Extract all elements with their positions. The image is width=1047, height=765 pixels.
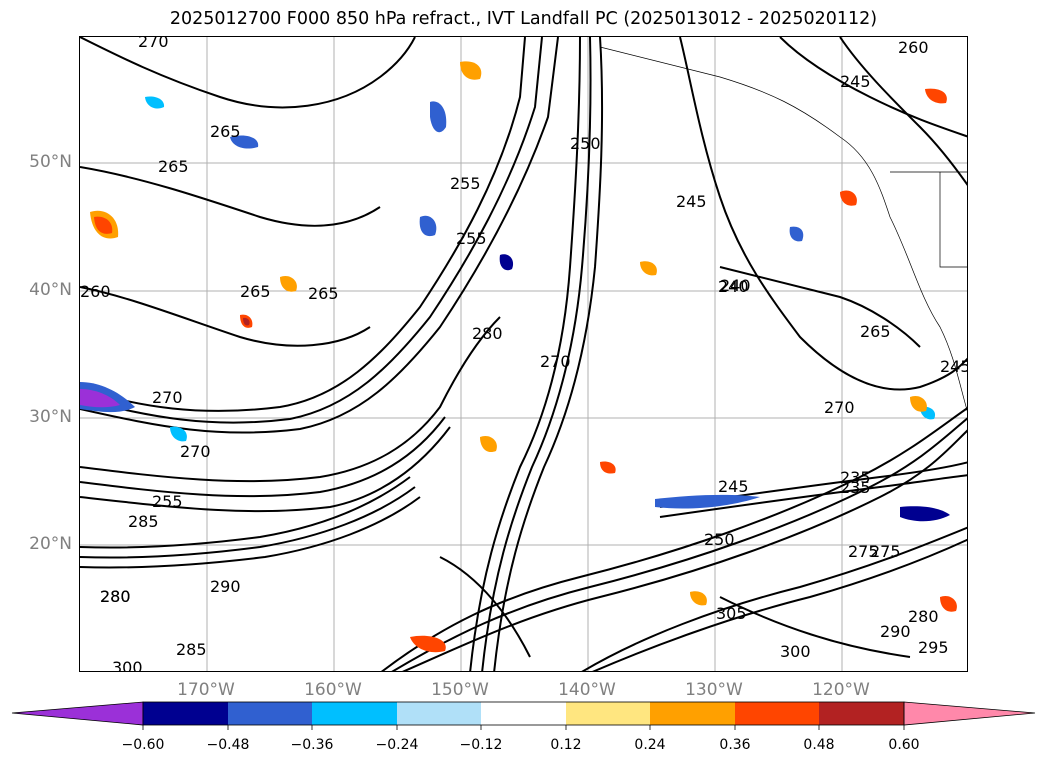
contour-label: 280 bbox=[100, 587, 131, 606]
contour-label: 235 bbox=[840, 468, 871, 487]
colorbar-extend-high bbox=[903, 701, 1036, 726]
lat-label-50n: 50°N bbox=[29, 152, 72, 172]
contour-label: 260 bbox=[898, 38, 929, 57]
colorbar-tick-label: 0.60 bbox=[888, 737, 920, 753]
colorbar-segment bbox=[819, 702, 904, 725]
lon-label-170w: 170°W bbox=[177, 680, 235, 700]
contour-label: 275 bbox=[870, 542, 901, 561]
contour-label: 305 bbox=[716, 604, 747, 623]
colorbar-tick-label: −0.24 bbox=[375, 737, 419, 753]
lon-label-120w: 120°W bbox=[812, 680, 870, 700]
contour-label: 240 bbox=[718, 277, 749, 296]
colorbar bbox=[11, 701, 1036, 730]
colorbar-segment bbox=[143, 702, 228, 725]
contour-label: 270 bbox=[540, 352, 571, 371]
colorbar-tick-label: −0.12 bbox=[459, 737, 503, 753]
contour-label: 265 bbox=[860, 322, 891, 341]
contour-label: 245 bbox=[718, 477, 749, 496]
lon-label-150w: 150°W bbox=[431, 680, 489, 700]
contour-label: 285 bbox=[128, 512, 159, 531]
contour-label: 250 bbox=[570, 134, 601, 153]
contour-label: 245 bbox=[840, 72, 871, 91]
contour-label: 255 bbox=[450, 174, 481, 193]
map-panel: 270 260 265 255 250 245 240 235 255 245 … bbox=[79, 36, 968, 672]
contour-label: 240 bbox=[720, 276, 751, 295]
contour-label: 265 bbox=[210, 122, 241, 141]
contour-label: 245 bbox=[940, 357, 968, 376]
graticule bbox=[80, 37, 967, 671]
contour-label: 280 bbox=[100, 587, 131, 606]
contour-label: 250 bbox=[704, 530, 735, 549]
contour-label: 300 bbox=[780, 642, 811, 661]
contour-label: 290 bbox=[210, 577, 241, 596]
lat-label-30n: 30°N bbox=[29, 407, 72, 427]
colorbar-segment bbox=[650, 702, 735, 725]
colorbar-tick-label: 0.12 bbox=[550, 737, 582, 753]
colorbar-tick-label: −0.60 bbox=[121, 737, 165, 753]
contour-label: 245 bbox=[676, 192, 707, 211]
refractivity-contours bbox=[80, 37, 967, 671]
contour-label: 270 bbox=[152, 388, 183, 407]
contour-label: 275 bbox=[848, 542, 879, 561]
colorbar-tick-label: −0.36 bbox=[290, 737, 334, 753]
colorbar-extend-low bbox=[11, 701, 144, 726]
negative-anomaly-fills bbox=[80, 96, 950, 522]
contour-label-group: 270 260 265 255 250 245 240 235 255 245 … bbox=[80, 37, 968, 672]
contour-label: 255 bbox=[152, 492, 183, 511]
lat-label-40n: 40°N bbox=[29, 280, 72, 300]
colorbar-segment bbox=[228, 702, 312, 725]
contour-label: 280 bbox=[908, 607, 939, 626]
contour-label: 290 bbox=[880, 622, 911, 641]
contour-label: 270 bbox=[180, 442, 211, 461]
contour-label: 280 bbox=[472, 324, 503, 343]
map-canvas: 270 260 265 255 250 245 240 235 255 245 … bbox=[80, 37, 968, 672]
colorbar-tick-label: −0.48 bbox=[206, 737, 250, 753]
contour-label: 285 bbox=[176, 640, 207, 659]
colorbar-segment bbox=[735, 702, 819, 725]
contour-label: 270 bbox=[824, 398, 855, 417]
contour-label: 270 bbox=[138, 37, 169, 51]
lat-label-20n: 20°N bbox=[29, 534, 72, 554]
contour-label: 265 bbox=[240, 282, 271, 301]
lon-label-130w: 130°W bbox=[685, 680, 743, 700]
contour-label: 260 bbox=[80, 282, 111, 301]
lon-label-160w: 160°W bbox=[304, 680, 362, 700]
colorbar-tick-label: 0.24 bbox=[634, 737, 666, 753]
contour-label: 255 bbox=[456, 229, 487, 248]
positive-anomaly-fills bbox=[90, 61, 957, 653]
contour-label: 265 bbox=[158, 157, 189, 176]
contour-label: 265 bbox=[308, 284, 339, 303]
colorbar-segment bbox=[397, 702, 481, 725]
lon-label-140w: 140°W bbox=[558, 680, 616, 700]
colorbar-tick-label: 0.36 bbox=[719, 737, 751, 753]
contour-label: 300 bbox=[112, 658, 143, 672]
colorbar-segment bbox=[481, 702, 566, 725]
coastline bbox=[599, 46, 967, 412]
contour-label: 295 bbox=[918, 638, 949, 657]
contour-label: 235 bbox=[840, 478, 871, 497]
colorbar-segment bbox=[566, 702, 650, 725]
colorbar-tick-label: 0.48 bbox=[803, 737, 835, 753]
colorbar-segment bbox=[312, 702, 397, 725]
map-title: 2025012700 F000 850 hPa refract., IVT La… bbox=[169, 9, 878, 29]
